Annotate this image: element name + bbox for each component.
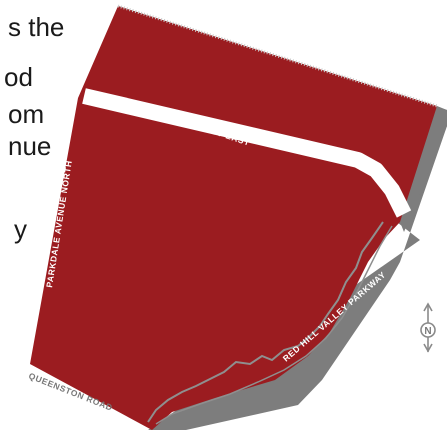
neighbourhood-area bbox=[30, 6, 437, 430]
creek-branch bbox=[155, 225, 393, 425]
text-line-2: od bbox=[4, 62, 33, 92]
text-line-3: om bbox=[8, 99, 45, 129]
text-line-1: s the bbox=[8, 12, 65, 42]
area-edge-right bbox=[400, 106, 447, 232]
barton-road bbox=[82, 88, 412, 218]
text-line-4: nue bbox=[8, 131, 52, 161]
north-arrow-icon bbox=[420, 302, 436, 353]
text-line-5: y bbox=[14, 214, 27, 244]
creek bbox=[147, 221, 384, 423]
label-cnr-tracks: CNR TRACKS bbox=[229, 13, 291, 45]
north-letter: N bbox=[424, 326, 431, 337]
